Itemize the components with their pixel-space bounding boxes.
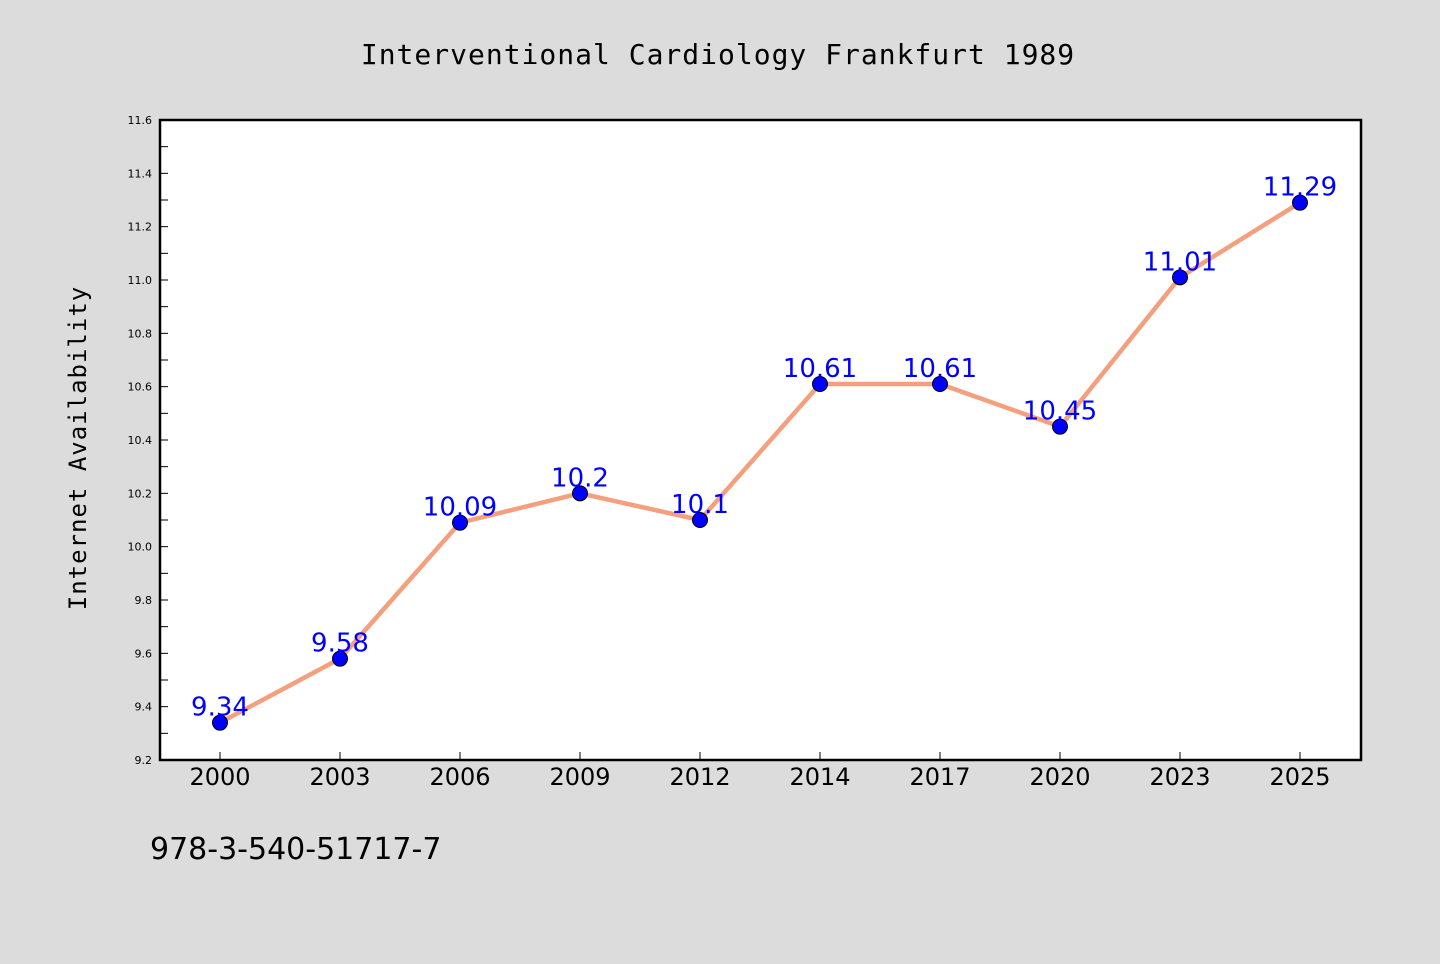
y-tick-label: 10.8 xyxy=(128,327,153,340)
y-tick-label: 10.0 xyxy=(128,541,153,554)
y-tick-label: 10.6 xyxy=(128,381,153,394)
series-line xyxy=(217,200,1303,725)
data-point xyxy=(332,650,348,667)
data-point xyxy=(1052,418,1068,435)
data-point xyxy=(212,714,228,731)
data-label: 10.1 xyxy=(671,490,729,520)
data-label: 10.61 xyxy=(783,354,857,384)
x-tick-label: 2012 xyxy=(669,763,730,791)
y-tick-label: 9.8 xyxy=(135,594,153,607)
x-tick-label: 2014 xyxy=(789,763,850,791)
data-label: 10.61 xyxy=(903,354,977,384)
data-point xyxy=(1292,194,1308,211)
x-tick-label: 2000 xyxy=(189,763,250,791)
x-tick-label: 2017 xyxy=(909,763,970,791)
data-label: 10.2 xyxy=(551,463,609,493)
data-label: 11.29 xyxy=(1263,173,1337,203)
data-point xyxy=(452,514,468,531)
y-tick-label: 10.2 xyxy=(128,487,153,500)
data-label: 11.01 xyxy=(1143,247,1217,277)
y-tick-label: 11.4 xyxy=(128,167,153,180)
x-tick-label: 2020 xyxy=(1029,763,1090,791)
data-label: 10.45 xyxy=(1023,397,1097,427)
y-axis-label: Internet Availability xyxy=(64,286,92,610)
data-point xyxy=(932,376,948,392)
x-tick-label: 2009 xyxy=(549,763,610,791)
isbn-footnote: 978-3-540-51717-7 xyxy=(150,832,442,867)
data-point xyxy=(572,485,588,502)
y-tick-label: 9.6 xyxy=(135,647,153,660)
data-label: 10.09 xyxy=(423,493,497,523)
x-tick-label: 2025 xyxy=(1269,763,1330,791)
y-tick-label: 10.4 xyxy=(128,434,153,447)
y-tick-label: 11.2 xyxy=(128,221,153,234)
data-label: 9.58 xyxy=(311,629,369,659)
data-point xyxy=(812,376,828,392)
x-tick-label: 2003 xyxy=(309,763,370,791)
data-point xyxy=(692,512,708,528)
data-point xyxy=(1172,269,1188,286)
data-label: 9.34 xyxy=(191,693,249,723)
y-tick-label: 9.2 xyxy=(135,754,153,767)
x-tick-label: 2023 xyxy=(1149,763,1210,791)
chart-title: Interventional Cardiology Frankfurt 1989 xyxy=(361,38,1075,71)
plot-area xyxy=(160,120,1361,760)
x-tick-label: 2006 xyxy=(429,763,490,791)
y-tick-label: 9.4 xyxy=(135,701,153,714)
y-tick-label: 11.0 xyxy=(128,274,153,287)
y-tick-label: 11.6 xyxy=(128,114,153,127)
plot-frame xyxy=(158,118,1363,762)
